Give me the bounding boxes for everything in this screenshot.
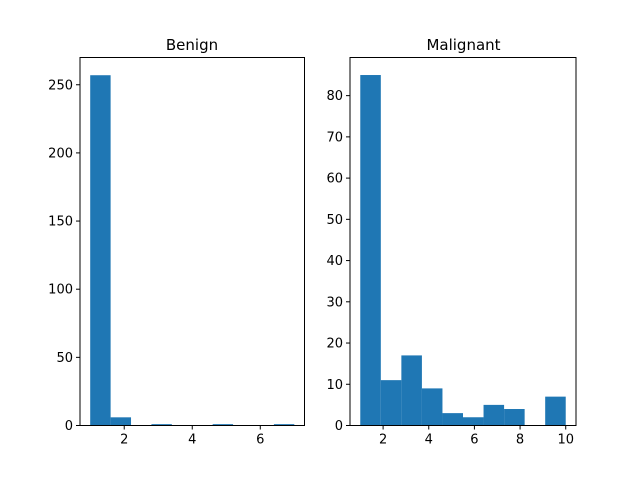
malignant-plot-frame bbox=[349, 57, 577, 426]
malignant-xtick-label-4: 10 bbox=[557, 433, 574, 448]
benign-xtick-label-1: 4 bbox=[188, 433, 196, 448]
benign-ytick-label-5: 250 bbox=[48, 78, 73, 93]
benign-ticks: 2 4 6 0 50 100 150 200 250 bbox=[48, 78, 264, 447]
malignant-ytick-label-2: 20 bbox=[326, 337, 343, 352]
malignant-ytick-label-5: 50 bbox=[326, 213, 343, 228]
benign-ytick-label-1: 50 bbox=[56, 351, 73, 366]
malignant-xtick-label-0: 2 bbox=[379, 433, 387, 448]
malignant-bar-7 bbox=[504, 409, 525, 426]
benign-bar-6 bbox=[212, 424, 234, 426]
malignant-xtick-label-1: 4 bbox=[425, 433, 433, 448]
benign-ytick-label-4: 200 bbox=[48, 146, 73, 161]
benign-bar-0 bbox=[90, 75, 111, 426]
malignant-xtick-label-2: 6 bbox=[470, 433, 478, 448]
malignant-bar-1 bbox=[380, 380, 402, 426]
benign-bar-1 bbox=[110, 417, 132, 426]
malignant-ticks: 2 4 6 8 10 0 10 20 30 40 50 60 70 80 bbox=[326, 89, 574, 447]
malignant-ytick-label-7: 70 bbox=[326, 130, 343, 145]
benign-plot-frame bbox=[79, 57, 305, 426]
malignant-bar-5 bbox=[463, 417, 484, 426]
malignant-bars bbox=[360, 75, 566, 426]
malignant-bar-0 bbox=[360, 75, 381, 426]
malignant-ytick-label-6: 60 bbox=[326, 172, 343, 187]
malignant-bar-4 bbox=[442, 413, 463, 426]
malignant-bar-6 bbox=[483, 404, 505, 426]
malignant-bar-3 bbox=[421, 388, 443, 426]
benign-xtick-label-0: 2 bbox=[120, 433, 128, 448]
benign-bar-9 bbox=[273, 424, 295, 426]
benign-ytick-label-3: 150 bbox=[48, 215, 73, 230]
malignant-panel: Malignant 2 4 6 8 10 0 10 20 30 40 50 60 70 80 bbox=[326, 36, 577, 448]
benign-bars bbox=[90, 75, 295, 426]
malignant-ytick-label-4: 40 bbox=[326, 254, 343, 269]
benign-bar-3 bbox=[151, 424, 172, 426]
malignant-ytick-label-1: 10 bbox=[326, 378, 343, 393]
benign-ytick-label-2: 100 bbox=[48, 283, 73, 298]
malignant-bar-2 bbox=[401, 355, 422, 426]
benign-title: Benign bbox=[166, 36, 218, 54]
benign-ytick-label-0: 0 bbox=[65, 419, 73, 434]
malignant-ytick-label-0: 0 bbox=[335, 419, 343, 434]
benign-panel: Benign 2 4 6 0 50 100 150 200 250 bbox=[48, 36, 305, 448]
malignant-ytick-label-3: 30 bbox=[326, 295, 343, 310]
malignant-xtick-label-3: 8 bbox=[516, 433, 524, 448]
malignant-title: Malignant bbox=[426, 36, 500, 54]
malignant-bar-9 bbox=[545, 396, 566, 426]
malignant-ytick-label-8: 80 bbox=[326, 89, 343, 104]
benign-xtick-label-2: 6 bbox=[256, 433, 264, 448]
